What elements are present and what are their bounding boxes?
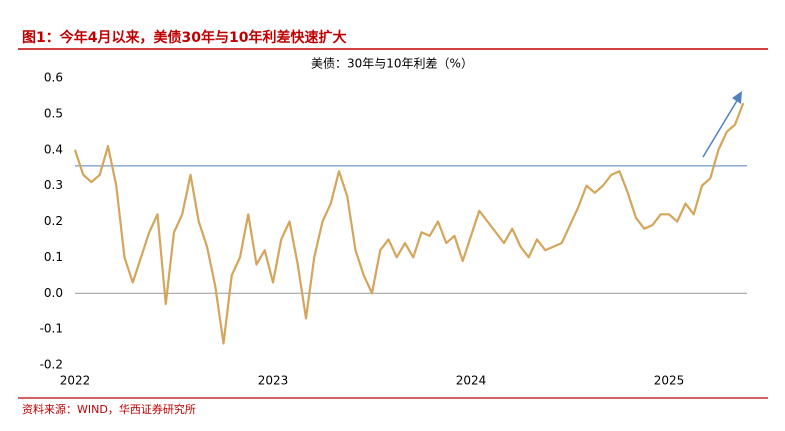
y-tick-label: 0.5 <box>44 106 63 120</box>
x-tick-label: 2023 <box>258 374 289 388</box>
page-title: 图1：今年4月以来，美债30年与10年利差快速扩大 <box>22 29 346 46</box>
y-tick-label: 0.4 <box>44 142 63 156</box>
y-tick-label: -0.1 <box>40 322 63 336</box>
x-tick-label: 2024 <box>456 374 487 388</box>
x-tick-label: 2025 <box>654 374 685 388</box>
y-tick-label: 0.2 <box>44 214 63 228</box>
y-tick-label: 0.6 <box>44 71 63 85</box>
chart-title: 美债：30年与10年利差（%） <box>311 57 473 71</box>
arrow-head <box>732 91 742 104</box>
y-tick-label: 0.1 <box>44 250 63 264</box>
trend-arrow <box>702 98 739 158</box>
x-tick-label: 2022 <box>60 374 91 388</box>
series-line <box>73 102 745 345</box>
y-tick-label: 0.3 <box>44 178 63 192</box>
y-tick-label: -0.2 <box>40 358 63 372</box>
y-tick-label: 0.0 <box>44 286 63 300</box>
source: 资料来源：WIND，华西证券研究所 <box>22 402 196 416</box>
plot: -0.2 -0.1 0.0 0.1 0.2 0.3 0.4 0.5 0.6 2022 2023 202… <box>40 71 747 388</box>
